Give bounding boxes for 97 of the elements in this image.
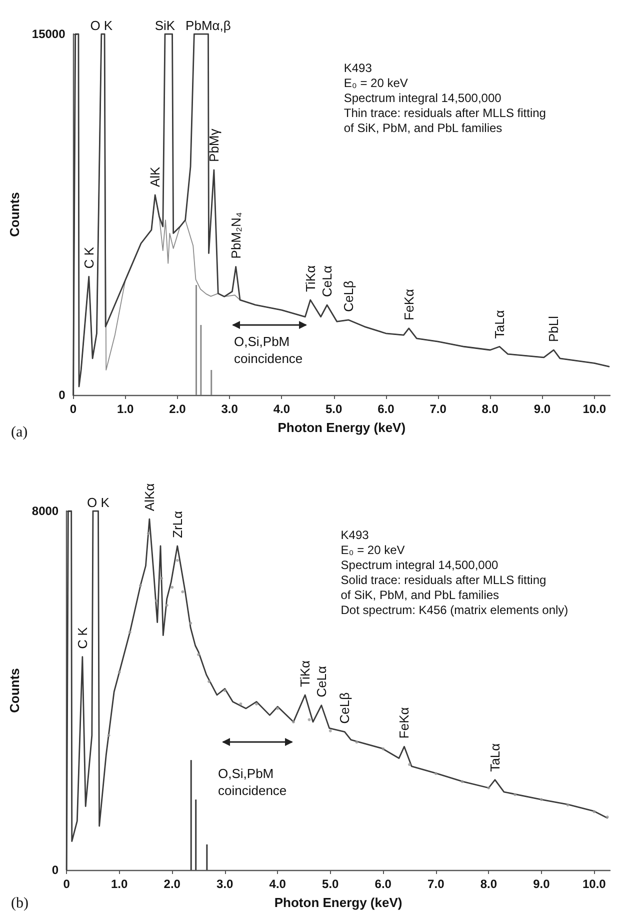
- point: [276, 706, 280, 710]
- annotation: Dot spectrum: K456 (matrix elements only): [340, 603, 568, 617]
- point: [606, 816, 609, 819]
- point: [434, 772, 438, 776]
- point: [176, 558, 179, 562]
- annotation: PbMα,β: [186, 18, 231, 33]
- point: [154, 599, 158, 602]
- annotation: PbM₂N₄: [228, 212, 244, 259]
- x-tick-label: 4.0: [269, 877, 286, 891]
- point: [223, 689, 226, 692]
- point: [138, 584, 142, 587]
- point: [146, 532, 150, 535]
- annotation: E₀ = 20 keV: [340, 543, 405, 557]
- point: [208, 680, 211, 684]
- point: [160, 576, 164, 580]
- annotation: FeKα: [396, 706, 412, 739]
- annotation: of SiK, PbM, and PbL families: [340, 588, 500, 602]
- x-tick-label: 9.0: [533, 877, 550, 891]
- annotation: K493: [340, 528, 370, 542]
- annotation: E₀ = 20 keV: [344, 76, 408, 90]
- point: [292, 720, 295, 724]
- x-tick-label: 7.0: [430, 402, 447, 416]
- point: [196, 653, 200, 656]
- point: [255, 702, 258, 706]
- annotation: PbMγ: [206, 128, 222, 162]
- annotation: CeLα: [320, 265, 335, 297]
- annotation: AlKα: [142, 482, 157, 512]
- y-tick-label: 0: [52, 863, 59, 877]
- x-axis-title: Photon Energy (keV): [278, 420, 406, 435]
- point: [540, 798, 543, 802]
- point: [592, 810, 596, 814]
- x-tick-label: 10.0: [582, 877, 606, 891]
- annotation: TiKα: [298, 660, 313, 687]
- x-tick-label: 8.0: [482, 402, 499, 416]
- point: [189, 622, 192, 625]
- annotation: FeKα: [401, 288, 416, 320]
- annotation: O K: [87, 495, 110, 510]
- x-tick-label: 8.0: [480, 877, 498, 891]
- point: [514, 793, 517, 796]
- x-tick-label: 2.0: [164, 877, 181, 891]
- line-series: [66, 510, 608, 871]
- y-tick-label: 15000: [32, 27, 66, 41]
- point: [118, 670, 121, 674]
- x-tick-label: 1.0: [111, 877, 128, 891]
- point: [382, 747, 385, 750]
- annotation: TaLα: [487, 742, 502, 772]
- point: [128, 630, 132, 634]
- annotation: O K: [90, 18, 113, 33]
- x-tick-label: 2.0: [169, 402, 186, 416]
- annotation: Thin trace: residuals after MLLS fitting: [344, 106, 546, 120]
- annotation: TiKα: [302, 264, 318, 292]
- x-tick-label: 7.0: [428, 877, 445, 891]
- x-tick-label: 0: [70, 402, 77, 416]
- point: [408, 763, 412, 766]
- point: [107, 734, 110, 737]
- y-tick-label: 8000: [32, 504, 59, 518]
- annotation: AlK: [148, 166, 163, 188]
- x-tick-label: 9.0: [534, 402, 551, 416]
- annotation: C K: [74, 626, 90, 649]
- point: [566, 803, 570, 806]
- point: [170, 586, 174, 589]
- x-tick-label: 6.0: [378, 402, 395, 416]
- annotation: TaLα: [492, 310, 508, 339]
- point: [308, 718, 311, 722]
- annotation: of SiK, PbM, and PbL families: [344, 121, 502, 135]
- text: (a): [11, 424, 28, 440]
- annotation: O,Si,PbM coincidence: [218, 766, 287, 798]
- annotation: SiK: [154, 18, 176, 33]
- annotation: C K: [81, 246, 96, 269]
- point: [487, 786, 490, 790]
- annotation: Spectrum integral 14,500,000: [340, 558, 499, 572]
- annotation: Solid trace: residuals after MLLS fitting: [340, 573, 546, 587]
- point: [355, 740, 358, 744]
- point: [460, 780, 464, 784]
- x-tick-label: 1.0: [117, 402, 134, 416]
- y-axis-title: Counts: [7, 192, 22, 237]
- x-tick-label: 6.0: [374, 877, 392, 891]
- x-tick-label: 4.0: [273, 402, 290, 416]
- point: [239, 702, 242, 706]
- annotation: CeLβ: [337, 692, 352, 724]
- annotation: PbLl: [546, 316, 562, 342]
- annotation: K493: [344, 61, 372, 75]
- annotation: CeLβ: [340, 280, 356, 312]
- y-axis-title: Counts: [7, 668, 22, 713]
- x-tick-label: 5.0: [325, 402, 342, 416]
- annotation: ZrLα: [170, 510, 185, 538]
- x-tick-label: 5.0: [322, 877, 340, 891]
- annotation: Spectrum integral 14,500,000: [344, 91, 502, 105]
- x-axis-title: Photon Energy (keV): [274, 895, 402, 910]
- text: (b): [11, 896, 28, 912]
- x-tick-label: 10.0: [582, 402, 606, 416]
- annotation: O,Si,PbM coincidence: [234, 334, 303, 366]
- x-tick-label: 3.0: [216, 877, 234, 891]
- y-tick-label: 0: [58, 388, 66, 402]
- x-tick-label: 3.0: [221, 402, 238, 416]
- point: [328, 729, 332, 732]
- annotation: CeLα: [314, 665, 329, 698]
